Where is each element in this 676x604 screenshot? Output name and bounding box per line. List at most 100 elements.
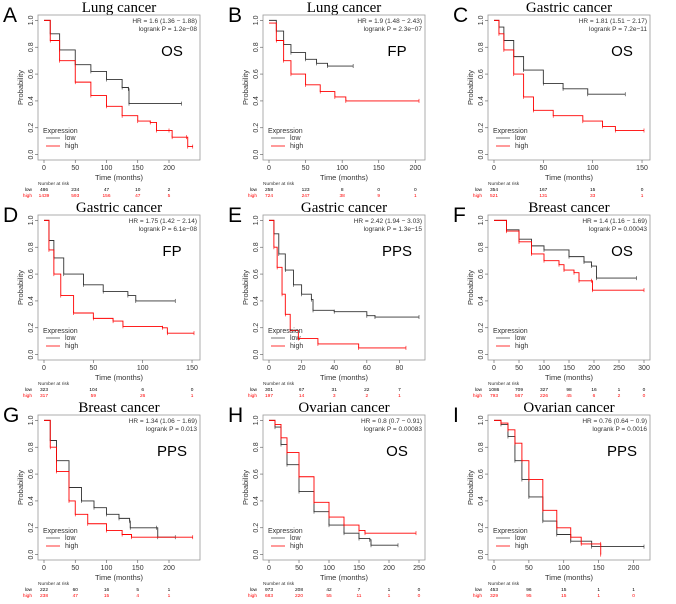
x-tick-label: 50 [71, 565, 79, 572]
risk-count-high: 59 [91, 393, 97, 399]
risk-count-low: 104 [89, 387, 97, 393]
risk-count-high: 1439 [39, 193, 50, 199]
x-axis-label: Time (months) [545, 573, 594, 582]
risk-count-high: 47 [135, 193, 141, 199]
risk-count-low: 1 [168, 587, 171, 593]
logrank-p: logrank P = 0.00043 [589, 226, 648, 233]
risk-count-high: 55 [326, 593, 332, 599]
risk-count-low: 67 [299, 387, 305, 393]
x-tick-label: 200 [588, 365, 600, 372]
legend-title: Expression [268, 328, 303, 335]
legend-label-low: low [65, 535, 76, 542]
endpoint-label: FP [162, 243, 181, 260]
y-tick-label: 0.8 [478, 42, 485, 52]
risk-count-low: 10 [135, 187, 141, 193]
legend-label-low: low [65, 135, 76, 142]
endpoint-label: PPS [607, 443, 637, 460]
risk-count-high: 38 [339, 193, 345, 199]
risk-count-low: 60 [73, 587, 79, 593]
survival-curve-high [269, 219, 406, 349]
x-tick-label: 150 [132, 565, 144, 572]
x-tick-label: 100 [538, 365, 550, 372]
x-axis-label: Time (months) [320, 573, 369, 582]
y-tick-label: 0.0 [28, 550, 35, 560]
risk-count-low: 973 [265, 587, 273, 593]
risk-table-title: Number at risk [38, 381, 70, 387]
endpoint-label: OS [611, 243, 633, 260]
x-tick-label: 0 [492, 165, 496, 172]
y-tick-label: 0.4 [253, 296, 260, 306]
x-tick-label: 100 [323, 565, 335, 572]
y-tick-label: 0.8 [253, 42, 260, 52]
y-tick-label: 0.0 [253, 550, 260, 560]
x-tick-label: 100 [336, 165, 348, 172]
risk-table-title: Number at risk [488, 381, 520, 387]
x-tick-label: 200 [383, 565, 395, 572]
risk-count-high: 521 [490, 193, 498, 199]
survival-curve-high [44, 219, 194, 334]
risk-count-high: 15 [561, 593, 567, 599]
km-panel-f: F Breast cancer 0.0 0.2 0.4 0.6 0.8 1.0 Probabil… [453, 200, 651, 399]
risk-count-high: 1 [388, 593, 391, 599]
survival-curve-high [269, 419, 416, 534]
y-axis-label: Probability [241, 470, 250, 505]
plot-frame [37, 214, 201, 361]
risk-count-high: 4 [136, 593, 139, 599]
x-tick-label: 100 [101, 165, 113, 172]
y-tick-label: 0.2 [478, 123, 485, 133]
risk-count-low: 0 [377, 187, 380, 193]
risk-row-label-high: high [248, 193, 257, 199]
legend-label-low: low [290, 135, 301, 142]
panel-title: Lung cancer [307, 0, 382, 16]
legend-title: Expression [43, 528, 78, 535]
y-tick-label: 0.6 [478, 469, 485, 479]
risk-row-label-high: high [473, 593, 482, 599]
y-tick-label: 1.0 [28, 415, 35, 425]
x-tick-label: 200 [163, 165, 175, 172]
panel-letter: D [3, 204, 18, 227]
risk-count-high: 1 [398, 393, 401, 399]
risk-count-low: 1 [388, 587, 391, 593]
risk-count-low: 709 [515, 387, 523, 393]
x-tick-label: 0 [42, 165, 46, 172]
risk-count-high: 1 [191, 393, 194, 399]
risk-count-low: 5 [136, 587, 139, 593]
risk-count-low: 22 [364, 387, 370, 393]
legend-label-high: high [515, 143, 528, 150]
hazard-ratio: HR = 1.6 (1.36 − 1.88) [132, 18, 197, 25]
risk-count-low: 208 [295, 587, 303, 593]
plot-frame [487, 214, 651, 361]
risk-count-low: 222 [40, 587, 48, 593]
risk-count-high: 33 [590, 193, 596, 199]
risk-count-low: 2 [168, 187, 171, 193]
endpoint-label: OS [161, 43, 183, 60]
legend-label-high: high [515, 543, 528, 550]
risk-count-high: 226 [540, 393, 548, 399]
risk-count-low: 354 [490, 187, 498, 193]
risk-count-high: 220 [295, 593, 303, 599]
y-tick-label: 0.4 [478, 496, 485, 506]
risk-count-low: 123 [302, 187, 310, 193]
risk-count-low: 1 [632, 587, 635, 593]
y-tick-label: 0.2 [478, 323, 485, 333]
y-tick-label: 0.8 [28, 242, 35, 252]
x-tick-label: 250 [613, 365, 625, 372]
risk-count-high: 156 [102, 193, 110, 199]
y-tick-label: 1.0 [28, 15, 35, 25]
survival-curve-low [269, 419, 398, 546]
y-axis-label: Probability [241, 70, 250, 105]
risk-row-label-low: low [475, 587, 483, 593]
risk-row-label-low: low [250, 387, 258, 393]
risk-count-high: 2 [365, 393, 368, 399]
x-tick-label: 0 [267, 165, 271, 172]
endpoint-label: OS [386, 443, 408, 460]
risk-count-low: 15 [561, 587, 567, 593]
x-tick-label: 100 [101, 565, 113, 572]
x-tick-label: 0 [267, 365, 271, 372]
survival-curve-low [269, 219, 419, 318]
endpoint-label: PPS [382, 243, 412, 260]
y-tick-label: 0.6 [28, 469, 35, 479]
risk-count-low: 16 [104, 587, 110, 593]
risk-row-label-high: high [473, 193, 482, 199]
risk-count-low: 42 [326, 587, 332, 593]
